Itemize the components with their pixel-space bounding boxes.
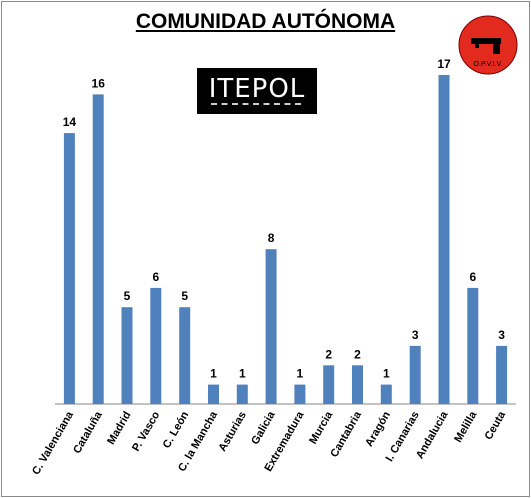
x-tick-label: Murcia bbox=[307, 409, 336, 446]
data-label: 2 bbox=[325, 347, 332, 361]
data-label: 1 bbox=[239, 367, 246, 381]
bar bbox=[236, 384, 248, 404]
itepol-logo-underline bbox=[211, 103, 301, 107]
data-label: 5 bbox=[181, 289, 188, 303]
x-tick-label: C. Valenciana bbox=[30, 409, 76, 477]
data-label: 16 bbox=[92, 76, 106, 90]
bar bbox=[92, 94, 104, 405]
data-label: 1 bbox=[297, 367, 304, 381]
chart-title: COMUNIDAD AUTÓNOMA bbox=[135, 10, 396, 33]
data-label: 6 bbox=[152, 270, 159, 284]
bar bbox=[323, 365, 335, 404]
x-tick-label: Aragón bbox=[363, 409, 393, 449]
opviv-logo: O.P.V.I.V. bbox=[457, 14, 519, 76]
x-tick-label: Ceuta bbox=[483, 409, 509, 442]
bar bbox=[438, 75, 450, 404]
bar bbox=[208, 384, 219, 404]
x-tick-label: Cataluña bbox=[71, 409, 105, 456]
data-label: 2 bbox=[354, 347, 361, 361]
x-tick-label: Galicia bbox=[249, 409, 278, 447]
data-label: 5 bbox=[124, 289, 131, 303]
data-label: 14 bbox=[63, 115, 77, 129]
data-label: 6 bbox=[469, 270, 476, 284]
bar bbox=[265, 249, 277, 404]
bar bbox=[121, 307, 133, 404]
bar bbox=[294, 384, 306, 404]
x-tick-label: P. Vasco bbox=[130, 409, 162, 453]
itepol-logo: ITEPOL bbox=[197, 68, 317, 114]
bar bbox=[179, 307, 191, 404]
data-label: 1 bbox=[210, 367, 217, 381]
data-label: 3 bbox=[412, 328, 419, 342]
data-label: 8 bbox=[268, 231, 275, 245]
data-label: 3 bbox=[498, 328, 505, 342]
x-tick-label: C. León bbox=[161, 409, 192, 450]
data-label: 1 bbox=[383, 367, 390, 381]
x-tick-label: Melilla bbox=[452, 409, 480, 445]
data-label: 17 bbox=[437, 57, 451, 71]
bar bbox=[380, 384, 392, 404]
bar bbox=[409, 345, 421, 404]
bar bbox=[352, 365, 363, 404]
bar bbox=[63, 133, 75, 404]
bar bbox=[496, 345, 508, 404]
bar bbox=[150, 287, 162, 404]
bar bbox=[467, 287, 479, 404]
x-tick-label: Madrid bbox=[105, 410, 133, 447]
itepol-logo-text: ITEPOL bbox=[208, 74, 306, 104]
opviv-logo-text: O.P.V.I.V. bbox=[474, 61, 503, 68]
x-tick-label: Asturias bbox=[216, 410, 248, 454]
